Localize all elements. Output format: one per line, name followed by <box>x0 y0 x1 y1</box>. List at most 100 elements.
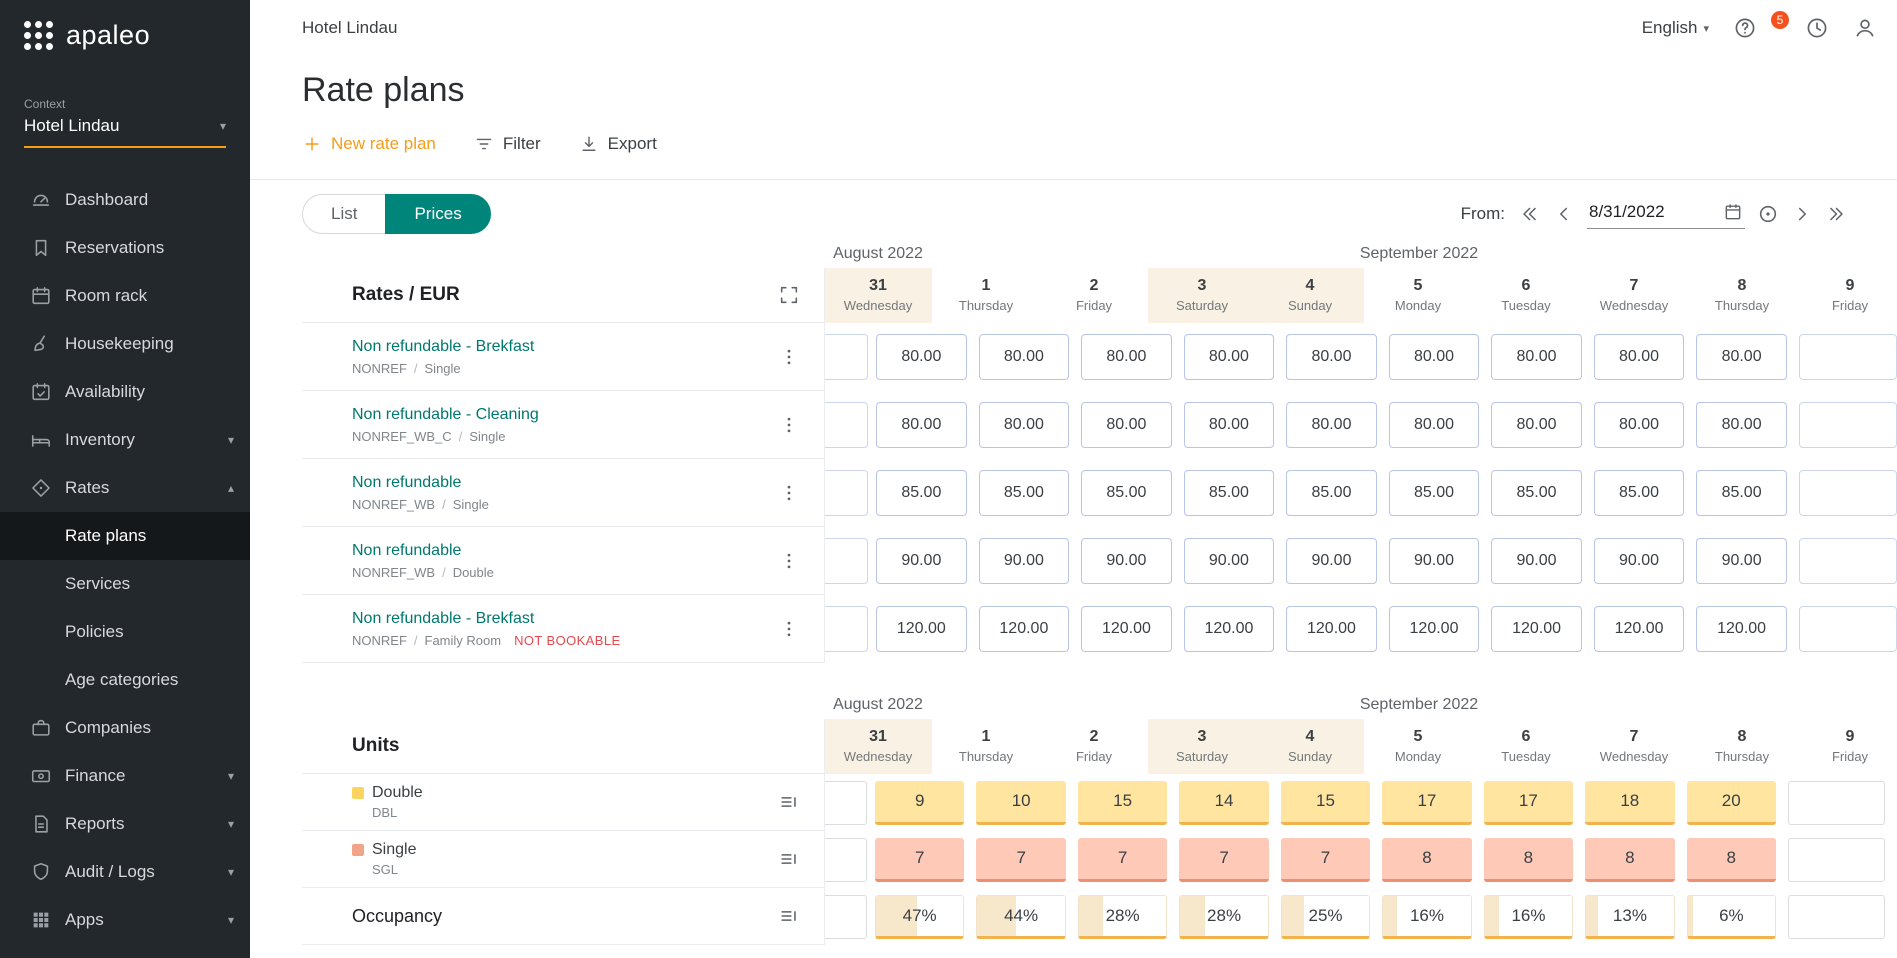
today-button[interactable] <box>1757 203 1779 225</box>
price-cell[interactable]: 85.00 <box>876 470 967 516</box>
sidebar-item-reservations[interactable]: Reservations <box>0 224 250 272</box>
price-cell[interactable]: 85.00 <box>1593 470 1685 516</box>
unit-count-cell[interactable]: 15 <box>1077 780 1168 825</box>
toc-icon[interactable] <box>778 905 800 927</box>
price-cell[interactable]: 80.00 <box>1696 402 1787 448</box>
occupancy-cell[interactable]: 13% <box>1585 894 1675 939</box>
price-cell[interactable]: 85.00 <box>1696 470 1787 516</box>
price-cell[interactable]: 120.00 <box>1286 606 1377 652</box>
export-button[interactable]: Export <box>579 134 657 154</box>
unit-count-cell[interactable]: 17 <box>1382 780 1472 825</box>
price-cell[interactable]: 85.00 <box>1388 470 1480 516</box>
price-cell[interactable]: 80.00 <box>1183 334 1275 380</box>
language-select[interactable]: English ▾ <box>1642 18 1709 38</box>
unit-count-cell[interactable]: 9 <box>875 780 965 825</box>
apaleo-logo[interactable]: apaleo <box>0 0 250 51</box>
occupancy-cell[interactable]: 16% <box>1483 894 1574 939</box>
unit-count-cell[interactable]: 8 <box>1483 837 1574 882</box>
price-cell[interactable]: 90.00 <box>876 538 967 584</box>
unit-count-cell[interactable]: 7 <box>875 837 965 882</box>
next-day-button[interactable] <box>1791 203 1813 225</box>
price-cell[interactable]: 80.00 <box>1183 402 1275 448</box>
price-cell[interactable]: 90.00 <box>978 538 1070 584</box>
price-cell[interactable]: 80.00 <box>978 402 1070 448</box>
occupancy-cell[interactable]: 47% <box>874 894 965 939</box>
toc-icon[interactable] <box>778 791 800 813</box>
price-cell[interactable]: 80.00 <box>1081 334 1172 380</box>
price-cell[interactable]: 120.00 <box>876 606 967 652</box>
help-icon[interactable] <box>1733 16 1757 40</box>
sidebar-item-companies[interactable]: Companies <box>0 704 250 752</box>
unit-count-cell[interactable]: 8 <box>1585 837 1675 882</box>
price-cell[interactable]: 90.00 <box>1491 538 1582 584</box>
price-cell[interactable]: 80.00 <box>1286 402 1377 448</box>
occupancy-cell[interactable]: 6% <box>1686 894 1777 939</box>
occupancy-cell[interactable]: 25% <box>1280 894 1371 939</box>
rate-plan-name[interactable]: Non refundable <box>352 541 462 559</box>
toc-icon[interactable] <box>778 848 800 870</box>
price-cell[interactable]: 90.00 <box>1081 538 1172 584</box>
price-cell[interactable]: 80.00 <box>1081 402 1172 448</box>
price-cell[interactable]: 85.00 <box>1286 470 1377 516</box>
price-cell[interactable]: 120.00 <box>1593 606 1685 652</box>
occupancy-cell[interactable]: 44% <box>976 894 1066 939</box>
sidebar-item-inventory[interactable]: Inventory ▾ <box>0 416 250 464</box>
rate-plan-name[interactable]: Non refundable <box>352 473 462 491</box>
unit-count-cell[interactable]: 18 <box>1585 780 1675 825</box>
price-cell[interactable]: 85.00 <box>978 470 1070 516</box>
list-view-button[interactable]: List <box>302 194 386 234</box>
unit-count-cell[interactable]: 7 <box>1280 837 1371 882</box>
price-cell[interactable]: 120.00 <box>978 606 1070 652</box>
prev-week-button[interactable] <box>1519 203 1541 225</box>
price-cell[interactable]: 80.00 <box>876 402 967 448</box>
price-cell[interactable]: 90.00 <box>1696 538 1787 584</box>
expand-icon[interactable] <box>778 284 800 306</box>
price-cell[interactable]: 120.00 <box>1696 606 1787 652</box>
occupancy-cell[interactable]: 28% <box>1077 894 1168 939</box>
price-cell[interactable]: 120.00 <box>1081 606 1172 652</box>
price-cell[interactable]: 80.00 <box>978 334 1070 380</box>
sidebar-item-room-rack[interactable]: Room rack <box>0 272 250 320</box>
calendar-icon[interactable] <box>1723 202 1743 222</box>
sidebar-item-finance[interactable]: Finance ▾ <box>0 752 250 800</box>
sidebar-item-dashboard[interactable]: Dashboard <box>0 176 250 224</box>
occupancy-cell[interactable]: 28% <box>1179 894 1269 939</box>
unit-count-cell[interactable]: 8 <box>1686 837 1776 882</box>
from-date-input[interactable]: 8/31/2022 <box>1587 199 1745 229</box>
kebab-icon[interactable] <box>778 346 800 368</box>
unit-count-cell[interactable]: 7 <box>1179 837 1269 882</box>
unit-count-cell[interactable]: 17 <box>1483 780 1574 825</box>
rate-plan-name[interactable]: Non refundable - Cleaning <box>352 405 539 423</box>
price-cell[interactable]: 80.00 <box>876 334 967 380</box>
price-cell[interactable]: 85.00 <box>1491 470 1582 516</box>
price-cell[interactable]: 90.00 <box>1388 538 1480 584</box>
sidebar-item-age-categories[interactable]: Age categories <box>65 670 179 689</box>
price-cell[interactable]: 120.00 <box>1183 606 1275 652</box>
price-cell[interactable]: 85.00 <box>1183 470 1275 516</box>
account-icon[interactable] <box>1853 16 1877 40</box>
price-cell[interactable]: 90.00 <box>1593 538 1685 584</box>
context-selector[interactable]: Context Hotel Lindau ▾ <box>0 97 250 148</box>
sidebar-item-services[interactable]: Services <box>65 574 131 593</box>
price-cell[interactable]: 80.00 <box>1696 334 1787 380</box>
price-cell[interactable]: 120.00 <box>1491 606 1582 652</box>
sidebar-item-policies[interactable]: Policies <box>65 622 124 641</box>
price-cell[interactable]: 80.00 <box>1388 402 1480 448</box>
sidebar-item-rate-plans[interactable]: Rate plans <box>0 512 250 560</box>
unit-count-cell[interactable]: 15 <box>1280 780 1371 825</box>
price-cell[interactable]: 85.00 <box>1081 470 1172 516</box>
price-cell[interactable]: 80.00 <box>1286 334 1377 380</box>
sidebar-item-apps[interactable]: Apps ▾ <box>0 896 250 944</box>
unit-count-cell[interactable]: 10 <box>976 780 1066 825</box>
prev-day-button[interactable] <box>1553 203 1575 225</box>
kebab-icon[interactable] <box>778 482 800 504</box>
price-cell[interactable]: 90.00 <box>1286 538 1377 584</box>
clock-icon[interactable] <box>1805 16 1829 40</box>
price-cell[interactable]: 120.00 <box>1388 606 1480 652</box>
price-cell[interactable]: 80.00 <box>1491 334 1582 380</box>
sidebar-item-audit-logs[interactable]: Audit / Logs ▾ <box>0 848 250 896</box>
sidebar-item-rates[interactable]: Rates ▴ <box>0 464 250 512</box>
unit-count-cell[interactable]: 8 <box>1382 837 1472 882</box>
filter-button[interactable]: Filter <box>474 134 541 154</box>
occupancy-cell[interactable]: 16% <box>1382 894 1472 939</box>
